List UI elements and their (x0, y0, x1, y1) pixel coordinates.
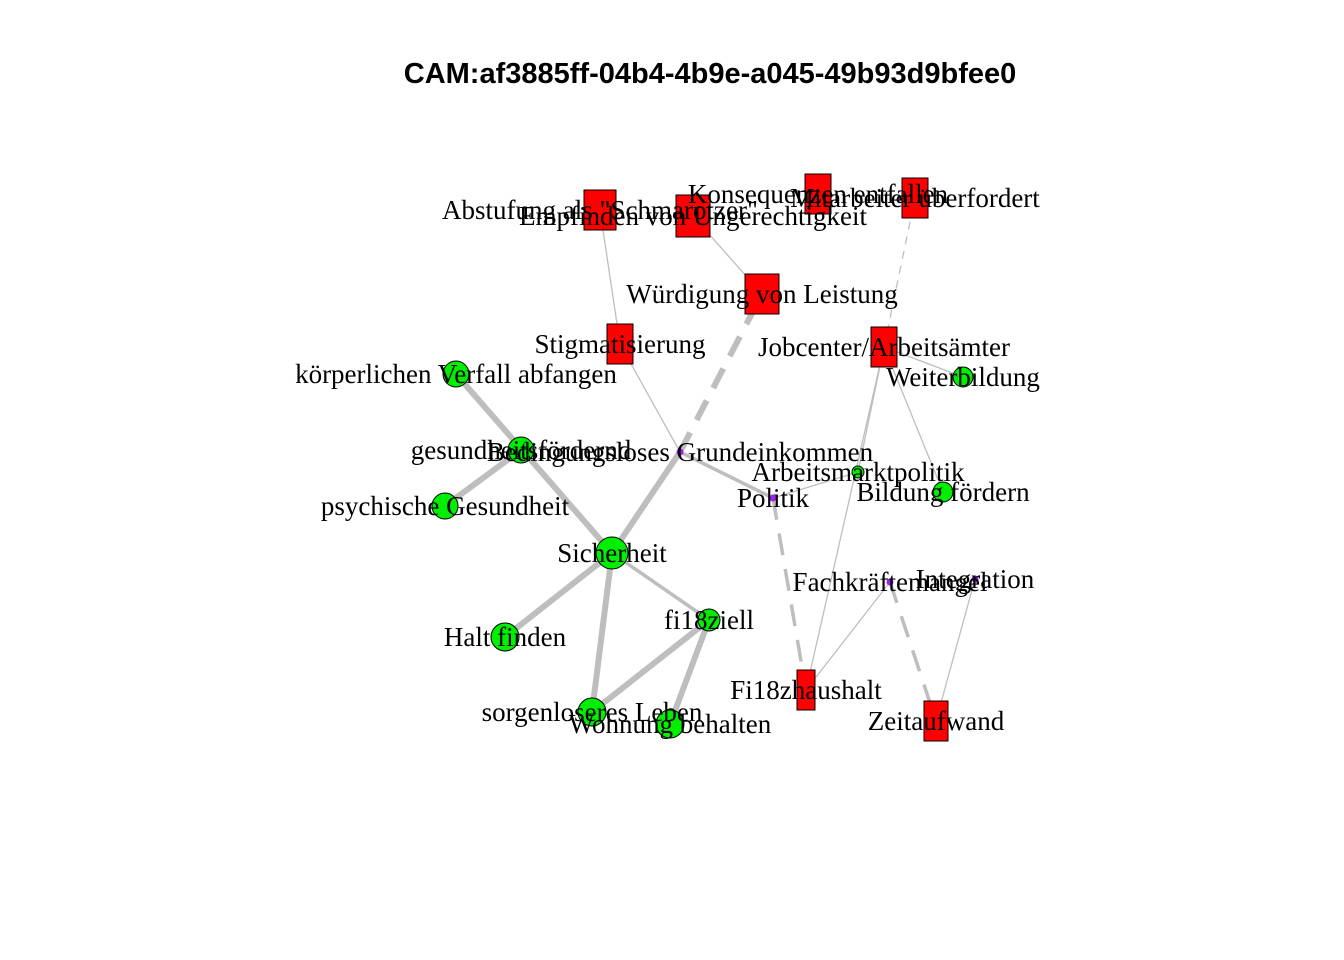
node-fihh (796, 669, 816, 711)
node-label-koerp: körperlichen Verfall abfangen (295, 359, 617, 389)
node-label-pol: Politik (737, 483, 810, 513)
node-label-sich: Sicherheit (557, 538, 667, 568)
node-halt (490, 622, 520, 652)
node-stig (606, 323, 634, 365)
edge-sich-halt (503, 550, 614, 640)
node-bge (676, 448, 684, 456)
edge-sich-sorg (589, 552, 615, 713)
node-zeit (923, 700, 949, 742)
edge-fkm-fihh (805, 581, 891, 691)
edge-bge-pol (679, 450, 774, 500)
node-label-stig: Stigmatisierung (535, 329, 706, 359)
node-label-fihh: Fi18zhaushalt (730, 675, 882, 705)
node-psych (431, 492, 459, 520)
node-sich (595, 536, 629, 570)
node-wuerd (744, 273, 780, 315)
edge-fiziel-wohn (667, 618, 712, 726)
edge-job-bild (883, 346, 944, 493)
node-wohn (655, 709, 685, 739)
label-layer: Bedingungsloses Grundeinkommen Sicherheit… (295, 179, 1040, 739)
node-kons (804, 173, 832, 215)
node-label-empf: Empfinden von Ungerechtigkeit (519, 201, 867, 231)
edge-job-mitarb (883, 197, 916, 348)
node-label-psych: psychische Gesundheit (321, 491, 570, 521)
node-label-fkm: Fachkräftemangel (793, 567, 988, 597)
node-integ (971, 575, 979, 583)
node-label-abst: Abstufung als "Schmarotzer" (442, 195, 758, 225)
edge-integ-zeit (935, 578, 976, 722)
edge-layer (443, 197, 976, 726)
edge-fkm-zeit (888, 581, 938, 722)
edge-fiziel-sorg (590, 617, 711, 715)
node-weit (952, 366, 974, 388)
edge-pol-amp (772, 471, 859, 499)
node-label-halt: Halt finden (444, 622, 567, 652)
node-mitarb (901, 177, 929, 219)
node-fiziel (697, 608, 721, 632)
node-label-bild: Bildung fördern (856, 477, 1030, 507)
edge-gesund-psych (443, 447, 523, 509)
edge-sich-fiziel (611, 551, 710, 622)
edge-bge-wuerd (677, 292, 765, 454)
edge-stig-abst (599, 209, 621, 345)
node-label-kons: Konsequenzen entfallen (688, 179, 949, 209)
edge-sich-gesund (519, 448, 614, 555)
node-label-job: Jobcenter/Arbeitsämter (758, 332, 1010, 362)
node-label-wohn: Wohnung behalten (569, 709, 772, 739)
node-label-mitarb: Mitarbeiter überfordert (790, 183, 1040, 213)
node-label-sorg: sorgenloseres Leben (482, 697, 703, 727)
node-label-integ: Integration (916, 564, 1035, 594)
edge-job-fihh (805, 346, 885, 691)
node-job (870, 326, 898, 368)
node-bild (932, 481, 954, 503)
graph-title: CAM:af3885ff-04b4-4b9e-a045-49b93d9bfee0 (403, 58, 1017, 90)
node-label-gesund: gesundheitsfördernd (411, 435, 632, 465)
node-fkm (886, 578, 894, 586)
node-empf (675, 194, 711, 238)
node-amp (851, 465, 865, 479)
node-gesund (507, 436, 535, 464)
node-pol (769, 494, 777, 502)
node-label-weit: Weiterbildung (886, 362, 1040, 392)
node-koerp (442, 360, 470, 388)
edge-bge-sich (609, 450, 683, 555)
edge-pol-fihh (771, 497, 808, 691)
node-label-zeit: Zeitaufwand (868, 706, 1005, 736)
node-abst (583, 189, 617, 231)
node-label-fiziel: fi18ziell (664, 605, 754, 635)
node-label-bge: Bedingungsloses Grundeinkommen (487, 437, 874, 467)
node-label-amp: Arbeitsmarktpolitik (752, 457, 965, 487)
node-layer (431, 173, 979, 742)
node-sorg (577, 697, 607, 727)
node-label-wuerd: Würdigung von Leistung (626, 279, 897, 309)
